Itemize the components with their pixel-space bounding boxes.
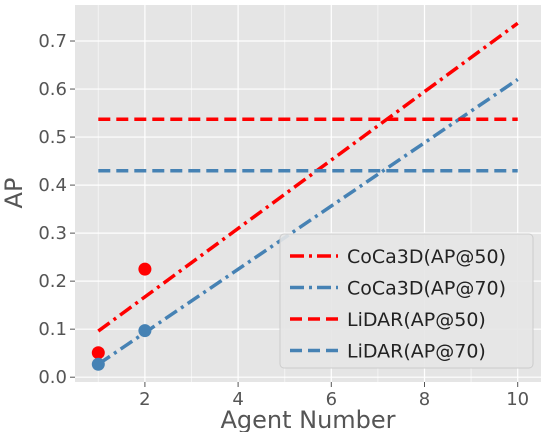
y-tick-label: 0.5 <box>38 127 67 148</box>
legend-label: LiDAR(AP@70) <box>347 341 486 363</box>
x-tick-label: 6 <box>326 389 337 410</box>
legend-box <box>279 233 534 369</box>
series-line <box>97 21 519 333</box>
legend-label: CoCa3D(AP@50) <box>347 246 506 268</box>
x-tick-label: 4 <box>232 389 243 410</box>
y-tick-label: 0.7 <box>38 31 67 52</box>
y-tick-label: 0.4 <box>38 175 67 196</box>
x-axis-label: Agent Number <box>220 406 395 432</box>
data-point <box>91 346 105 360</box>
x-tick-label: 8 <box>419 389 430 410</box>
data-point <box>138 324 152 338</box>
y-tick-label: 0.2 <box>38 271 67 292</box>
legend-label: CoCa3D(AP@70) <box>347 278 506 300</box>
data-point <box>138 262 152 276</box>
x-axis-ticks: 2 4 6 8 10 <box>139 382 529 410</box>
x-tick-label: 2 <box>139 389 150 410</box>
y-axis-ticks: 0.0 0.1 0.2 0.3 0.4 0.5 0.6 0.7 <box>38 31 75 388</box>
series-line <box>97 77 519 366</box>
y-tick-label: 0.6 <box>38 79 67 100</box>
legend-label: LiDAR(AP@50) <box>347 309 486 331</box>
y-tick-label: 0.3 <box>38 223 67 244</box>
y-axis-label: AP <box>0 178 28 209</box>
series-layer <box>97 21 519 366</box>
x-tick-label: 10 <box>506 389 529 410</box>
y-tick-label: 0.0 <box>38 367 67 388</box>
y-tick-label: 0.1 <box>38 319 67 340</box>
legend: CoCa3D(AP@50) CoCa3D(AP@70) LiDAR(AP@50) Li… <box>279 233 534 369</box>
points-layer <box>91 262 152 371</box>
data-point <box>91 357 105 371</box>
